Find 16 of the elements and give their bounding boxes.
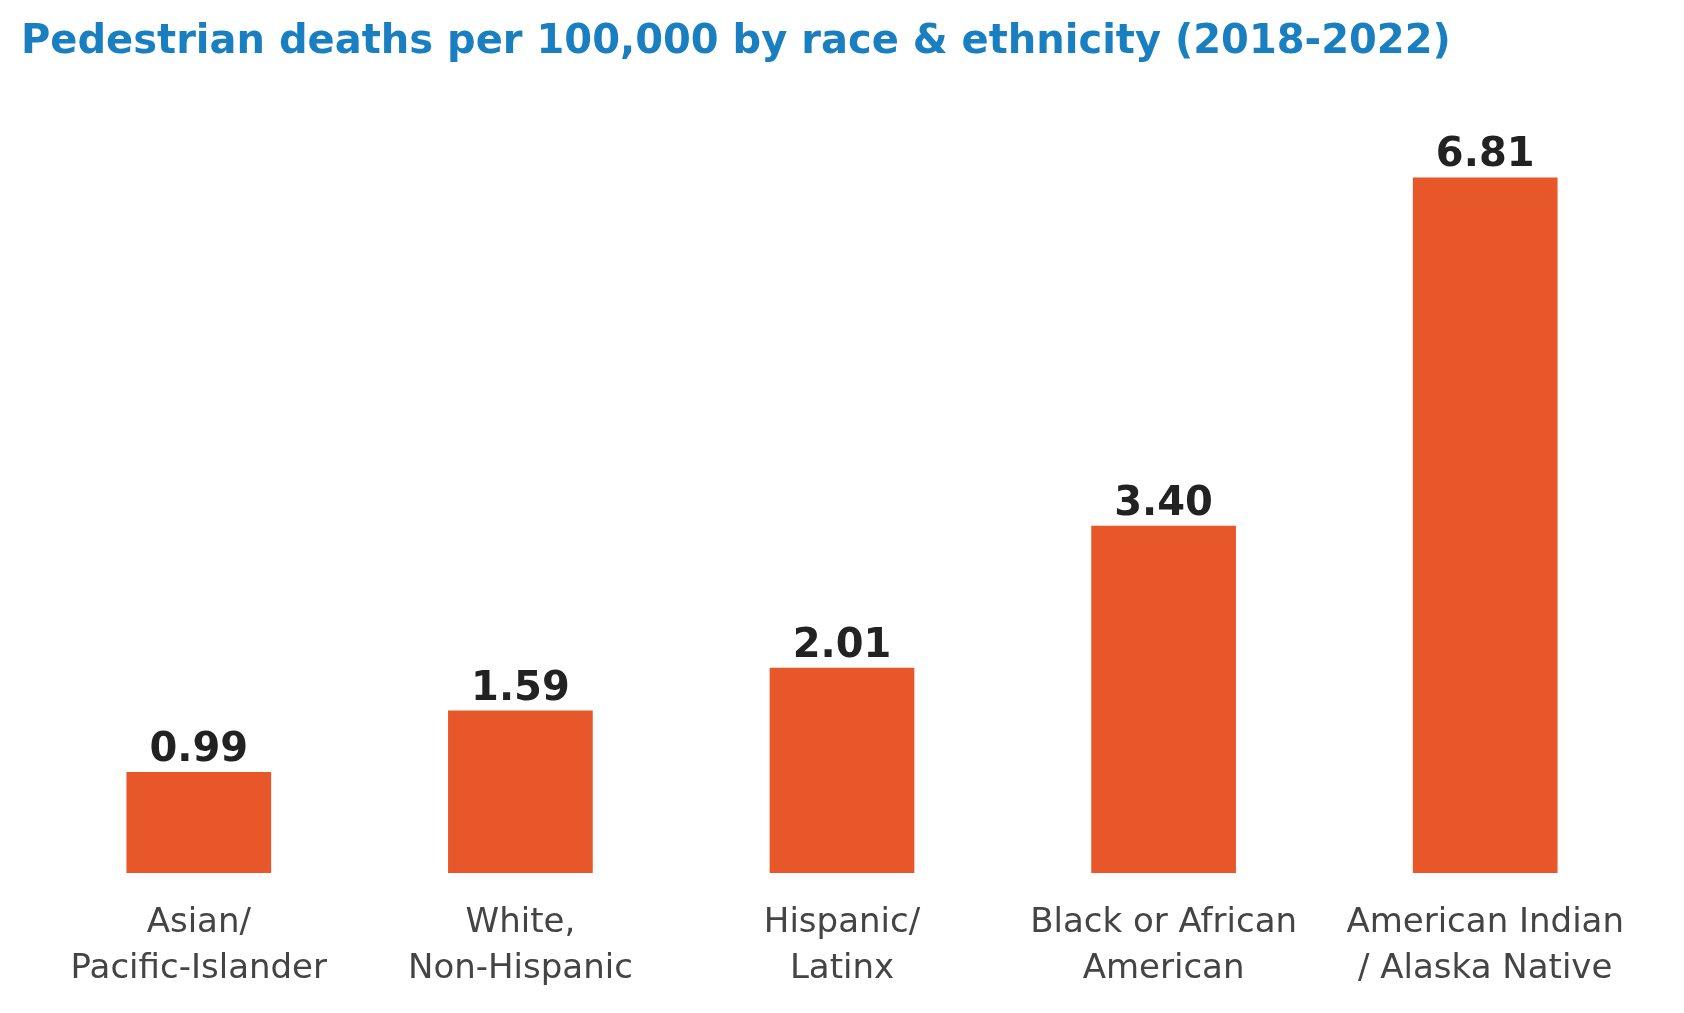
bar bbox=[448, 710, 593, 873]
x-tick-label: Asian/ Pacific-Islander bbox=[70, 900, 327, 986]
chart-title: Pedestrian deaths per 100,000 by race & ethnicity (2018-2022) bbox=[21, 16, 1451, 62]
data-label: 6.81 bbox=[1435, 129, 1535, 176]
x-tick-label: White, Non-Hispanic bbox=[407, 900, 633, 986]
bar bbox=[1412, 177, 1558, 873]
x-tick-label: American Indian / Alaska Native bbox=[1346, 900, 1624, 986]
x-tick-label: Hispanic/ Latinx bbox=[763, 900, 921, 986]
bar bbox=[769, 667, 915, 873]
data-label: 2.01 bbox=[792, 619, 892, 666]
data-label: 1.59 bbox=[471, 662, 570, 709]
bar bbox=[1091, 525, 1236, 873]
data-label: 0.99 bbox=[149, 723, 249, 770]
bar bbox=[126, 771, 272, 873]
x-tick-label: Black or African American bbox=[1030, 900, 1298, 986]
data-label: 3.40 bbox=[1114, 477, 1213, 524]
